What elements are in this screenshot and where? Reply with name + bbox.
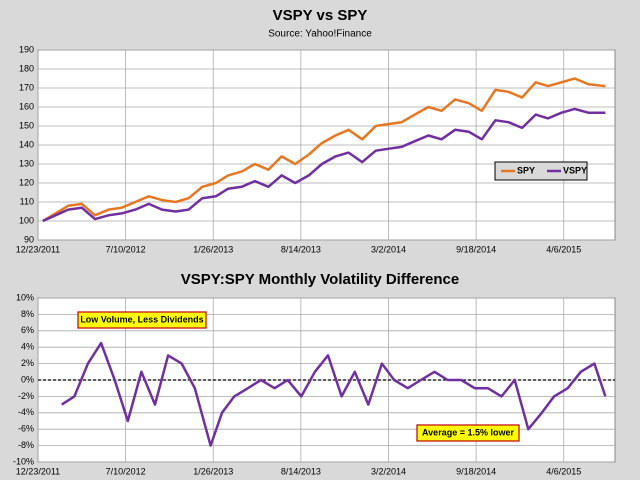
y-tick-label: 2% xyxy=(21,358,34,368)
x-tick-label: 4/6/2015 xyxy=(546,466,581,476)
y-tick-label: -2% xyxy=(18,391,34,401)
x-tick-label: 3/2/2014 xyxy=(371,466,406,476)
y-tick-label: 0% xyxy=(21,374,34,384)
chart-title: VSPY:SPY Monthly Volatility Difference xyxy=(181,271,459,288)
y-tick-label: 110 xyxy=(20,196,34,206)
annotation: Average = 1.5% lower xyxy=(422,427,514,437)
chart-subtitle: Source: Yahoo!Finance xyxy=(268,29,372,40)
y-tick-label: 160 xyxy=(19,101,34,111)
y-tick-label: 4% xyxy=(21,342,34,352)
x-tick-label: 12/23/2011 xyxy=(16,466,60,476)
annotation-box xyxy=(77,311,207,329)
y-tick-label: 100 xyxy=(19,215,34,225)
x-tick-label: 8/14/2013 xyxy=(281,466,321,476)
legend-box xyxy=(494,161,588,181)
x-tick-label: 1/26/2013 xyxy=(193,244,233,254)
annotation-box xyxy=(416,424,520,442)
series-line xyxy=(42,77,606,223)
x-tick-label: 12/23/2011 xyxy=(16,244,60,254)
x-tick-label: 9/18/2014 xyxy=(456,244,496,254)
x-tick-label: 7/10/2012 xyxy=(106,466,146,476)
y-tick-label: 120 xyxy=(19,177,34,187)
y-tick-label: 190 xyxy=(19,44,34,54)
x-tick-label: 1/26/2013 xyxy=(193,466,233,476)
y-tick-label: 180 xyxy=(19,63,34,73)
y-tick-label: 10% xyxy=(16,292,34,302)
x-tick-label: 9/18/2014 xyxy=(456,466,496,476)
y-tick-label: 140 xyxy=(19,139,34,149)
y-tick-label: 150 xyxy=(19,120,34,130)
y-tick-label: -10% xyxy=(13,456,34,466)
series-line xyxy=(42,107,606,223)
y-tick-label: 170 xyxy=(19,82,34,92)
y-tick-label: 90 xyxy=(24,234,34,244)
x-tick-label: 7/10/2012 xyxy=(106,244,146,254)
legend-label: VSPY xyxy=(563,165,587,175)
x-tick-label: 3/2/2014 xyxy=(371,244,406,254)
series-line xyxy=(61,341,607,447)
x-tick-label: 8/14/2013 xyxy=(281,244,321,254)
annotation: Low Volume, Less Dividends xyxy=(80,314,203,324)
y-tick-label: -8% xyxy=(18,440,34,450)
legend-label: SPY xyxy=(517,165,535,175)
y-tick-label: 130 xyxy=(19,158,34,168)
y-tick-label: 6% xyxy=(21,325,34,335)
y-tick-label: -4% xyxy=(18,407,34,417)
x-tick-label: 4/6/2015 xyxy=(546,244,581,254)
y-tick-label: -6% xyxy=(18,424,34,434)
chart-title: VSPY vs SPY xyxy=(273,7,368,24)
y-tick-label: 8% xyxy=(21,309,34,319)
